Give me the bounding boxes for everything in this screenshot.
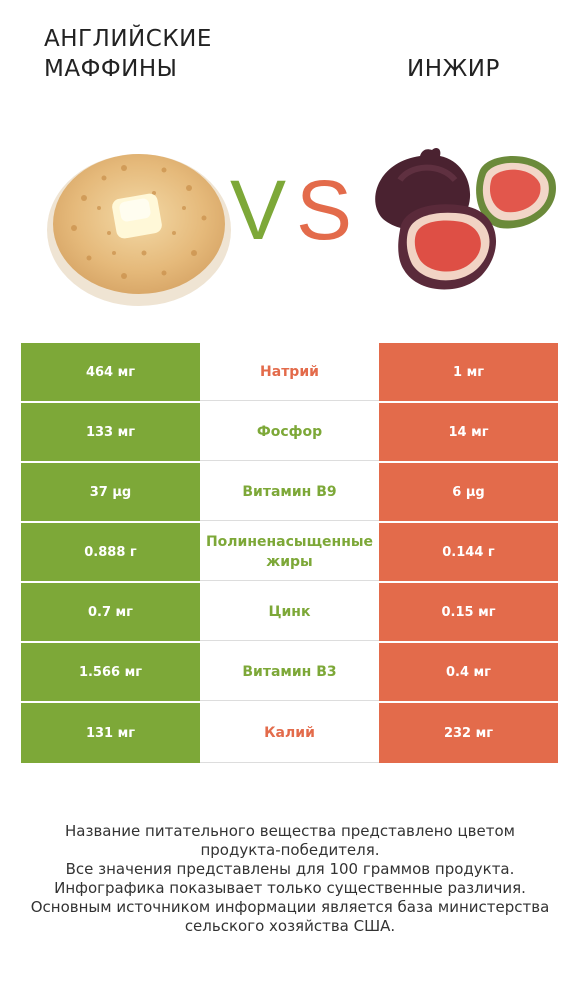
left-value: 0.7 мг — [21, 583, 200, 641]
footnote-line: Название питательного вещества представл… — [65, 822, 515, 840]
right-value: 0.144 г — [379, 523, 558, 581]
versus-label: V S — [230, 160, 360, 260]
footnote-line: Основным источником информации является … — [30, 898, 550, 916]
footnote-line: Все значения представлены для 100 граммо… — [65, 860, 515, 878]
nutrient-name: Полиненасыщенные жиры — [200, 523, 379, 581]
table-row: 133 мг Фосфор 14 мг — [21, 403, 558, 463]
footnote: Название питательного вещества представл… — [20, 822, 560, 936]
footnote-line: Инфографика показывает только существенн… — [54, 879, 526, 897]
nutrient-name: Фосфор — [200, 403, 379, 461]
table-row: 1.566 мг Витамин B3 0.4 мг — [21, 643, 558, 703]
nutrient-name: Калий — [200, 703, 379, 763]
nutrient-name: Цинк — [200, 583, 379, 641]
footnote-line: сельского хозяйства США. — [184, 917, 396, 935]
table-row: 131 мг Калий 232 мг — [21, 703, 558, 763]
nutrient-name: Витамин B3 — [200, 643, 379, 701]
right-product-title: ИНЖИР — [407, 56, 500, 82]
right-value: 0.15 мг — [379, 583, 558, 641]
left-value: 133 мг — [21, 403, 200, 461]
left-value: 0.888 г — [21, 523, 200, 581]
right-value: 6 µg — [379, 463, 558, 521]
nutrient-name: Натрий — [200, 343, 379, 401]
table-row: 37 µg Витамин B9 6 µg — [21, 463, 558, 523]
right-value: 232 мг — [379, 703, 558, 763]
right-value: 0.4 мг — [379, 643, 558, 701]
left-value: 131 мг — [21, 703, 200, 763]
english-muffin-image — [47, 154, 231, 306]
footnote-line: продукта-победителя. — [200, 841, 380, 859]
table-row: 0.888 г Полиненасыщенные жиры 0.144 г — [21, 523, 558, 583]
table-row: 0.7 мг Цинк 0.15 мг — [21, 583, 558, 643]
versus-v: V — [230, 163, 287, 257]
right-value: 14 мг — [379, 403, 558, 461]
left-product-title: АНГЛИЙСКИЕ МАФФИНЫ — [44, 26, 212, 82]
table-row: 464 мг Натрий 1 мг — [21, 343, 558, 403]
comparison-table: 464 мг Натрий 1 мг 133 мг Фосфор 14 мг 3… — [21, 343, 558, 763]
right-value: 1 мг — [379, 343, 558, 401]
nutrient-name: Витамин B9 — [200, 463, 379, 521]
left-value: 464 мг — [21, 343, 200, 401]
left-value: 1.566 мг — [21, 643, 200, 701]
left-value: 37 µg — [21, 463, 200, 521]
versus-s: S — [296, 163, 353, 257]
fig-image — [375, 148, 556, 290]
